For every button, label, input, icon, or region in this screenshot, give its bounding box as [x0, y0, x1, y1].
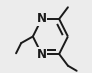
Text: N: N: [37, 12, 47, 25]
Text: N: N: [37, 48, 47, 61]
